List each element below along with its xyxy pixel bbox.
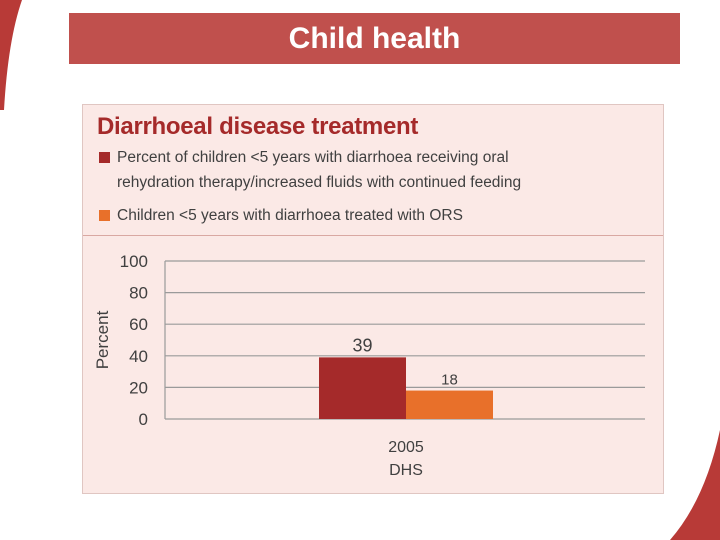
y-tick-label-0: 0 [139,410,148,429]
data-label-series-1-cat-1: 39 [352,335,372,355]
data-label-series-2-cat-1: 18 [441,372,458,389]
legend-swatch-series-2 [99,210,110,221]
legend-swatch-series-1 [99,152,110,163]
y-tick-label-40: 40 [129,347,148,366]
bar-chart: 0 20 40 60 80 100 Percent 39 18 2005 DHS [93,252,645,479]
y-tick-label-80: 80 [129,284,148,303]
slide-title: Child health [288,21,461,55]
chart-title: Diarrhoeal disease treatment [97,113,419,140]
legend-item-series-2: Children <5 years with diarrhoea treated… [99,203,463,228]
bar-series-2-cat-1 [406,390,493,419]
labels: 0 20 40 60 80 100 Percent 39 18 2005 DHS [93,252,458,479]
legend-box: Diarrhoeal disease treatment Percent of … [83,105,663,236]
corner-decoration-bottom-right [670,430,720,540]
legend-item-series-1: Percent of children <5 years with diarrh… [99,145,521,195]
y-tick-label-100: 100 [120,252,148,271]
legend-label-series-1-line-2: rehydration therapy/increased fluids wit… [117,174,522,191]
slide-title-bar: Child health [69,13,680,64]
y-tick-label-20: 20 [129,378,148,397]
chart-card: Diarrhoeal disease treatment Percent of … [82,104,664,494]
x-tick-label-line-2: DHS [389,462,423,479]
x-tick-label-line-1: 2005 [388,439,424,456]
legend-label-series-1-line-1: Percent of children <5 years with diarrh… [117,149,509,166]
bar-series-1-cat-1 [319,357,406,419]
bars [319,357,493,419]
y-tick-label-60: 60 [129,315,148,334]
corner-decoration-top-left [0,0,22,110]
legend-label-series-2: Children <5 years with diarrhoea treated… [117,207,463,224]
y-axis-title: Percent [93,310,112,369]
